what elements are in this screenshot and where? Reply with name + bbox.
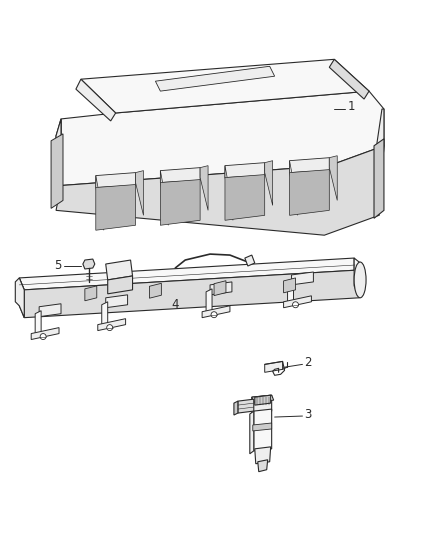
Polygon shape — [202, 306, 230, 318]
Polygon shape — [255, 447, 271, 464]
Polygon shape — [85, 286, 97, 301]
Polygon shape — [15, 278, 24, 318]
Polygon shape — [210, 282, 232, 295]
Polygon shape — [106, 295, 127, 308]
Polygon shape — [377, 109, 384, 215]
Text: 5: 5 — [53, 259, 61, 271]
Polygon shape — [108, 276, 133, 294]
Polygon shape — [96, 173, 135, 188]
Circle shape — [107, 325, 113, 330]
Polygon shape — [250, 411, 254, 454]
Polygon shape — [238, 399, 254, 413]
Polygon shape — [253, 423, 272, 431]
Polygon shape — [24, 270, 359, 318]
Circle shape — [293, 302, 298, 308]
Text: 1: 1 — [347, 100, 355, 112]
Text: 3: 3 — [304, 408, 312, 421]
Polygon shape — [254, 409, 272, 451]
Polygon shape — [252, 395, 272, 413]
Polygon shape — [374, 139, 384, 219]
Polygon shape — [225, 163, 265, 177]
Polygon shape — [354, 258, 361, 298]
Polygon shape — [200, 166, 208, 211]
Polygon shape — [83, 259, 95, 269]
Polygon shape — [102, 302, 108, 328]
Polygon shape — [149, 284, 161, 298]
Polygon shape — [61, 91, 384, 185]
Polygon shape — [155, 66, 275, 91]
Polygon shape — [283, 278, 296, 293]
Polygon shape — [51, 134, 63, 208]
Polygon shape — [135, 171, 144, 215]
Polygon shape — [354, 258, 359, 298]
Polygon shape — [265, 361, 283, 373]
Polygon shape — [160, 171, 168, 225]
Polygon shape — [76, 79, 116, 121]
Polygon shape — [225, 166, 233, 220]
Polygon shape — [214, 281, 226, 296]
Ellipse shape — [354, 262, 366, 298]
Polygon shape — [329, 59, 369, 99]
Circle shape — [211, 312, 217, 318]
Polygon shape — [288, 279, 293, 305]
Polygon shape — [96, 175, 104, 230]
Polygon shape — [252, 395, 274, 402]
Polygon shape — [234, 401, 238, 415]
Polygon shape — [106, 260, 133, 280]
Text: 2: 2 — [304, 356, 312, 369]
Polygon shape — [290, 158, 329, 173]
Polygon shape — [19, 278, 24, 318]
Polygon shape — [292, 272, 314, 285]
Polygon shape — [160, 168, 200, 182]
Circle shape — [40, 334, 46, 340]
Polygon shape — [265, 160, 273, 205]
Polygon shape — [39, 304, 61, 317]
Polygon shape — [19, 258, 359, 290]
Polygon shape — [96, 184, 135, 230]
Polygon shape — [160, 180, 200, 225]
Polygon shape — [81, 59, 369, 113]
Polygon shape — [255, 395, 271, 405]
Polygon shape — [98, 319, 126, 330]
Polygon shape — [56, 119, 61, 200]
Polygon shape — [329, 156, 337, 200]
Polygon shape — [31, 328, 59, 340]
Polygon shape — [56, 119, 61, 200]
Polygon shape — [245, 255, 255, 266]
Text: 4: 4 — [172, 298, 179, 311]
Polygon shape — [56, 146, 384, 235]
Polygon shape — [225, 175, 265, 220]
Polygon shape — [283, 296, 311, 308]
Polygon shape — [258, 460, 268, 472]
Polygon shape — [290, 169, 329, 215]
Polygon shape — [290, 160, 297, 215]
Polygon shape — [206, 289, 212, 314]
Polygon shape — [35, 311, 41, 336]
